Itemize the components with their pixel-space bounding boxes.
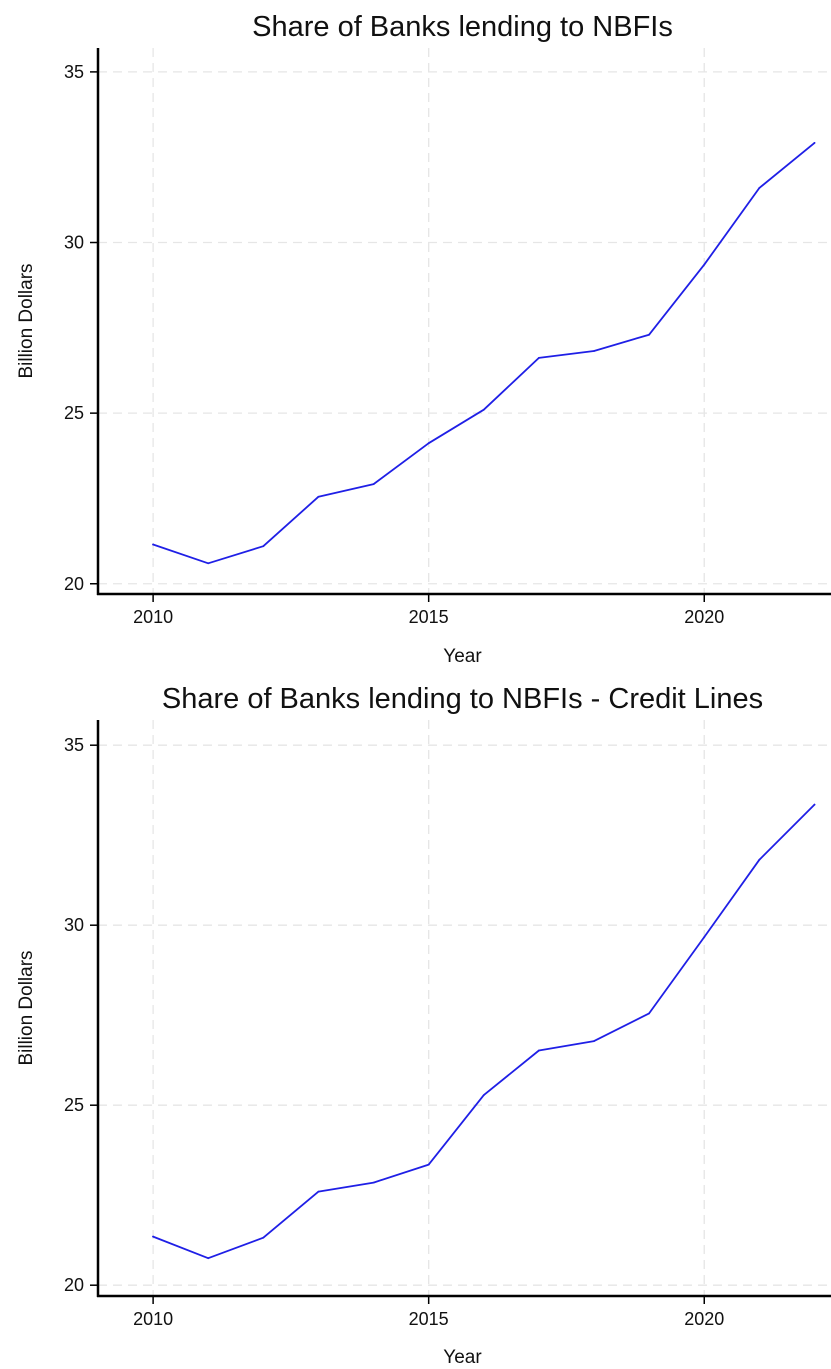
chart-title: Share of Banks lending to NBFIs - Credit… — [162, 683, 763, 715]
data-point — [648, 333, 651, 336]
data-point — [317, 495, 320, 498]
x-axis-label: Year — [443, 646, 482, 667]
x-tick-label: 2020 — [684, 607, 724, 627]
data-point — [262, 545, 265, 548]
data-point — [538, 356, 540, 359]
data-point — [427, 442, 430, 445]
x-tick-label: 2015 — [409, 1309, 449, 1329]
data-point — [758, 187, 761, 189]
series-line — [152, 803, 816, 1260]
data-point — [593, 1040, 595, 1043]
y-tick-label: 30 — [64, 233, 84, 253]
y-tick-label: 25 — [64, 1095, 84, 1115]
data-point — [538, 1049, 540, 1052]
x-axis-label: Year — [443, 1347, 482, 1368]
chart-panel-top: 20 25 30 35 2010 2015 2020 Share of Banks lendi… — [16, 11, 831, 667]
data-point — [703, 936, 706, 938]
y-tick-label: 20 — [64, 574, 84, 594]
x-tick-label: 2015 — [409, 607, 449, 627]
y-tick-label: 35 — [64, 62, 84, 82]
chart-panel-bottom: 20 25 30 35 2010 2015 2020 Share of Banks lendi… — [16, 683, 831, 1368]
series-line — [152, 141, 816, 565]
data-point — [813, 803, 816, 806]
y-axis-label: Billion Dollars — [16, 263, 37, 378]
data-point — [152, 543, 155, 546]
x-tick-label: 2010 — [133, 607, 173, 627]
y-tick-label: 20 — [64, 1275, 84, 1295]
y-axis-label: Billion Dollars — [16, 950, 37, 1065]
y-tick-label: 35 — [64, 735, 84, 755]
data-point — [813, 141, 816, 144]
y-tick-label: 30 — [64, 915, 84, 935]
data-point — [207, 1257, 210, 1260]
data-point — [262, 1236, 265, 1239]
data-point — [372, 483, 375, 486]
data-point — [593, 350, 595, 352]
chart-title: Share of Banks lending to NBFIs — [252, 11, 673, 43]
y-tick-label: 25 — [64, 403, 84, 423]
data-point — [152, 1235, 155, 1238]
data-point — [372, 1181, 375, 1184]
data-point — [703, 263, 706, 266]
data-point — [317, 1190, 320, 1193]
x-tick-label: 2010 — [133, 1309, 173, 1329]
x-tick-label: 2020 — [684, 1309, 724, 1329]
data-point — [482, 408, 485, 411]
data-point — [758, 858, 761, 861]
data-point — [648, 1012, 651, 1015]
data-point — [207, 562, 210, 565]
data-point — [482, 1094, 485, 1097]
data-point — [427, 1163, 430, 1166]
